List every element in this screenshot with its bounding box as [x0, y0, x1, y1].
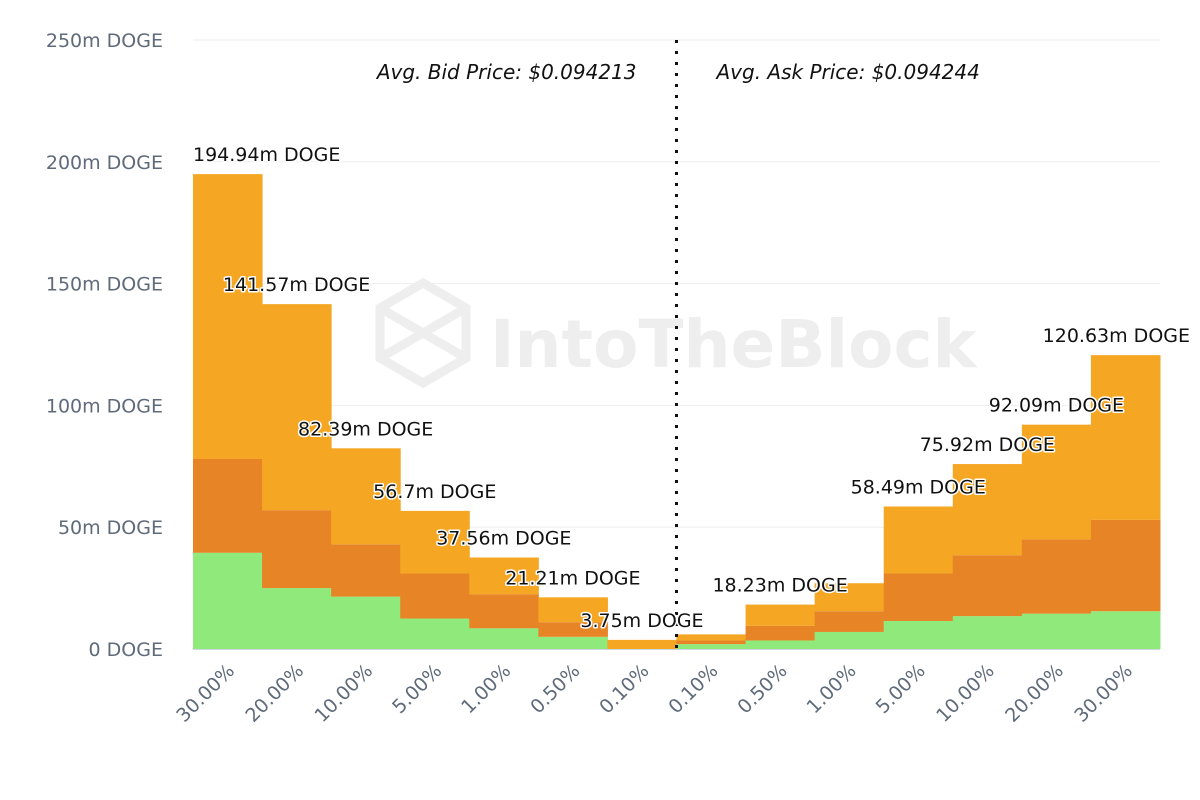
bar-segment-bid-1-2 [262, 304, 332, 511]
bar-segment-bid-3-0 [400, 618, 470, 649]
bar-segment-ask-13-1 [1090, 519, 1161, 612]
bars [193, 174, 1161, 649]
bar-segment-ask-12-2 [1021, 424, 1092, 540]
total-label: 21.21m DOGE [505, 567, 640, 589]
bar-segment-bid-3-1 [400, 573, 470, 619]
y-tick-label: 200m DOGE [46, 152, 163, 174]
bar-segment-bid-1-0 [262, 588, 332, 649]
bar-segment-ask-9-0 [814, 631, 885, 649]
x-tick-label: 5.00% [388, 660, 446, 718]
x-tick-label: 30.00% [1070, 660, 1137, 727]
x-axis: 30.00% 20.00% 10.00% 5.00% 1.00% 0.50% 0.10% 0.… [172, 660, 1137, 727]
y-tick-label: 250m DOGE [46, 30, 163, 52]
watermark-logo: IntoTheBlock [375, 277, 979, 389]
x-tick-label: 5.00% [872, 660, 930, 718]
y-tick-label: 100m DOGE [46, 395, 163, 417]
total-label: 3.75m DOGE [580, 610, 703, 632]
bar-segment-bid-0-1 [193, 458, 263, 553]
bar-segment-ask-10-1 [883, 573, 954, 621]
total-label: 82.39m DOGE [298, 418, 433, 440]
bar-segment-ask-12-1 [1021, 539, 1092, 614]
total-label: 58.49m DOGE [851, 477, 986, 499]
total-label: 92.09m DOGE [989, 395, 1124, 417]
x-tick-label: 10.00% [310, 660, 377, 727]
x-tick-label: 0.50% [526, 660, 584, 718]
x-tick-label: 20.00% [1001, 660, 1068, 727]
bar-segment-bid-0-2 [193, 174, 263, 459]
bar-segment-bid-6-2 [607, 639, 677, 649]
total-label: 141.57m DOGE [223, 274, 370, 296]
bar-segment-bid-2-0 [331, 596, 401, 649]
bar-segment-ask-11-2 [952, 464, 1023, 556]
total-label: 37.56m DOGE [436, 528, 571, 550]
bar-segment-ask-11-0 [952, 616, 1023, 649]
bar-segment-ask-7-0 [676, 644, 747, 649]
y-tick-label: 0 DOGE [89, 639, 163, 661]
bar-segment-ask-9-1 [814, 611, 885, 632]
bar-segment-ask-10-2 [883, 506, 954, 574]
bar-segment-ask-10-0 [883, 620, 954, 649]
x-tick-label: 0.10% [595, 660, 653, 718]
total-label: 56.7m DOGE [373, 481, 496, 503]
bar-segment-bid-2-2 [331, 448, 401, 545]
bar-segment-ask-11-1 [952, 555, 1023, 617]
x-tick-label: 1.00% [802, 660, 860, 718]
x-tick-label: 0.50% [733, 660, 791, 718]
x-tick-label: 1.00% [457, 660, 515, 718]
bar-segment-bid-2-1 [331, 544, 401, 597]
avg-bid-price-label: Avg. Bid Price: $0.094213 [375, 60, 637, 84]
bar-segment-bid-4-2 [469, 557, 539, 595]
bar-segment-bid-1-1 [262, 510, 332, 589]
bar-segment-bid-5-1 [538, 622, 608, 637]
total-label: 194.94m DOGE [193, 144, 340, 166]
bar-segment-bid-4-0 [469, 628, 539, 649]
bar-segment-ask-7-1 [676, 640, 747, 645]
bar-segment-ask-8-1 [745, 625, 816, 641]
y-tick-label: 150m DOGE [46, 274, 163, 296]
bar-segment-ask-13-0 [1090, 611, 1161, 649]
total-label: 120.63m DOGE [1043, 325, 1190, 347]
bar-segment-bid-5-2 [538, 597, 608, 623]
x-tick-label: 10.00% [932, 660, 999, 727]
bar-segment-ask-12-0 [1021, 613, 1092, 649]
avg-ask-price-label: Avg. Ask Price: $0.094244 [715, 60, 980, 84]
bar-segment-bid-5-0 [538, 636, 608, 649]
bar-segment-ask-8-0 [745, 640, 816, 649]
bar-segment-ask-13-2 [1090, 355, 1161, 520]
watermark-text: IntoTheBlock [490, 306, 979, 383]
y-tick-label: 50m DOGE [58, 517, 163, 539]
data-labels: 194.94m DOGE 141.57m DOGE 82.39m DOGE 56.7m… [192, 143, 1192, 634]
total-label: 18.23m DOGE [712, 575, 847, 597]
bar-segment-ask-8-2 [745, 604, 816, 626]
intotheblock-logo-icon [375, 277, 471, 389]
bar-segment-bid-3-2 [400, 510, 470, 574]
x-tick-label: 30.00% [172, 660, 239, 727]
x-tick-label: 20.00% [241, 660, 308, 727]
bar-segment-ask-9-2 [814, 583, 885, 612]
bar-segment-ask-7-2 [676, 634, 747, 641]
x-tick-label: 0.10% [664, 660, 722, 718]
bar-segment-bid-4-1 [469, 594, 539, 629]
y-axis: 0 DOGE 50m DOGE 100m DOGE 150m DOGE 200m DOG… [46, 30, 163, 661]
total-label: 75.92m DOGE [920, 434, 1055, 456]
bar-segment-bid-0-0 [193, 552, 263, 649]
